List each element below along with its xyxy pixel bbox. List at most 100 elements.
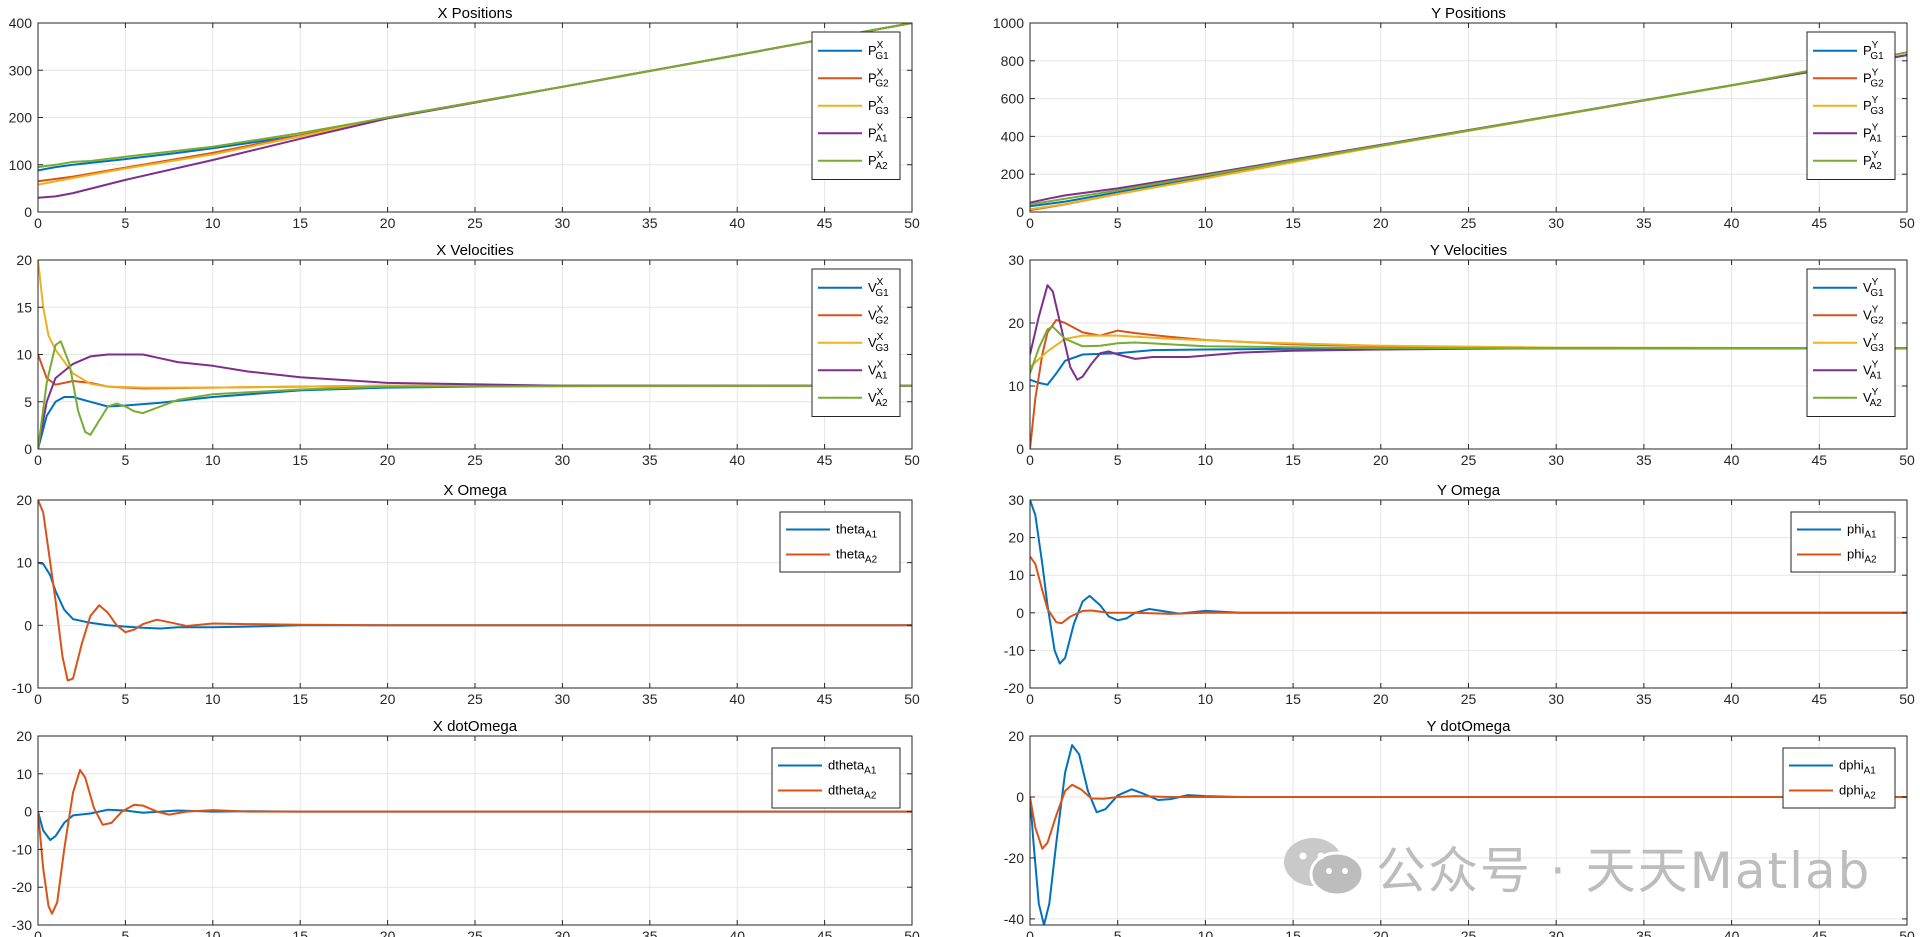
x-tick-label: 15: [1285, 928, 1301, 937]
x-tick-label: 15: [1285, 691, 1301, 707]
y-tick-label: 10: [1008, 378, 1024, 394]
x-tick-label: 50: [904, 215, 920, 231]
x-tick-label: 35: [1636, 452, 1652, 468]
x-tick-label: 0: [34, 215, 42, 231]
x-tick-label: 10: [1198, 691, 1214, 707]
x-tick-label: 5: [1114, 452, 1122, 468]
x-tick-label: 10: [205, 928, 221, 937]
x-tick-label: 35: [1636, 928, 1652, 937]
x-tick-label: 5: [122, 928, 130, 937]
y-tick-label: 30: [1008, 252, 1024, 268]
xpos-axes: 0 5 10 15 20 25 30 35 40 45 50 0 100 200 300 400 X Posit…: [9, 5, 920, 231]
ypos-axes: 0 5 10 15 20 25 30 35 40 45 50 0 200 400 600 800 1000 Y P…: [993, 5, 1915, 231]
series-group: [1030, 744, 1907, 925]
y-tick-label: 0: [1016, 605, 1024, 621]
x-tick-label: 25: [467, 691, 483, 707]
x-tick-label: 0: [34, 452, 42, 468]
y-tick-label: 20: [1008, 315, 1024, 331]
chart-title: Y Positions: [1431, 5, 1506, 22]
x-tick-label: 15: [292, 452, 308, 468]
x-tick-label: 10: [205, 452, 221, 468]
legend-box: [779, 511, 901, 573]
x-tick-label: 45: [1812, 215, 1828, 231]
x-tick-label: 15: [1285, 215, 1301, 231]
x-tick-label: 35: [642, 691, 658, 707]
series-line-dtheta-A2: [38, 769, 912, 915]
x-tick-label: 25: [467, 928, 483, 937]
x-tick-label: 40: [729, 452, 745, 468]
y-tick-label: 300: [9, 62, 33, 78]
y-tick-label: 20: [1008, 728, 1024, 744]
x-tick-label: 10: [1198, 215, 1214, 231]
y-tick-label: 20: [1008, 530, 1024, 546]
chart-title: Y dotOmega: [1427, 718, 1512, 735]
y-tick-label: 0: [1016, 204, 1024, 220]
x-tick-label: 5: [1114, 691, 1122, 707]
x-tick-label: 45: [817, 691, 833, 707]
y-tick-label: 30: [1008, 492, 1024, 508]
x-tick-label: 25: [467, 452, 483, 468]
y-tick-label: -10: [12, 680, 32, 696]
y-tick-label: 600: [1001, 91, 1025, 107]
x-tick-label: 25: [1461, 691, 1477, 707]
x-tick-label: 50: [904, 452, 920, 468]
y-tick-label: 10: [1008, 567, 1024, 583]
x-tick-label: 45: [817, 928, 833, 937]
y-tick-label: 0: [24, 441, 32, 457]
x-tick-label: 40: [1724, 452, 1740, 468]
x-tick-label: 5: [1114, 928, 1122, 937]
legend-entry-label: VX A1: [868, 359, 888, 381]
x-tick-label: 40: [1724, 691, 1740, 707]
y-tick-label: 400: [1001, 128, 1025, 144]
x-tick-label: 30: [1548, 928, 1564, 937]
legend-entry-label: VX A2: [868, 387, 888, 409]
y-tick-label: 5: [24, 394, 32, 410]
x-tick-label: 15: [292, 215, 308, 231]
x-tick-label: 50: [1899, 452, 1915, 468]
x-tick-label: 20: [380, 215, 396, 231]
legend-box: [1790, 511, 1896, 573]
series-line-theta-A2: [38, 500, 912, 682]
y-tick-label: 10: [16, 766, 32, 782]
y-tick-label: 100: [9, 157, 33, 173]
x-tick-label: 0: [1026, 691, 1034, 707]
x-tick-label: 10: [1198, 928, 1214, 937]
x-tick-label: 0: [1026, 928, 1034, 937]
x-tick-label: 15: [292, 691, 308, 707]
x-tick-label: 20: [380, 928, 396, 937]
x-tick-label: 25: [1461, 928, 1477, 937]
x-tick-label: 5: [122, 452, 130, 468]
x-tick-label: 40: [729, 215, 745, 231]
chart-title: X Velocities: [436, 242, 514, 259]
x-tick-label: 20: [1373, 215, 1389, 231]
x-tick-label: 20: [380, 452, 396, 468]
x-tick-label: 40: [729, 928, 745, 937]
x-tick-label: 5: [122, 215, 130, 231]
x-tick-label: 10: [205, 215, 221, 231]
y-tick-label: 0: [24, 804, 32, 820]
x-tick-label: 15: [1285, 452, 1301, 468]
y-tick-label: 800: [1001, 53, 1025, 69]
series-line-V-A1: [1030, 284, 1907, 381]
x-tick-label: 45: [1812, 928, 1828, 937]
legend-entry-label: PX A2: [868, 150, 888, 172]
series-line-V-A2: [1030, 325, 1907, 374]
y-tick-label: 400: [9, 15, 33, 31]
x-tick-label: 20: [1373, 928, 1389, 937]
x-tick-label: 10: [205, 691, 221, 707]
x-tick-label: 45: [1812, 691, 1828, 707]
x-tick-label: 50: [1899, 928, 1915, 937]
chart-title: Y Omega: [1437, 482, 1501, 499]
legend-entry-label: VY A2: [1863, 387, 1882, 409]
xvel-axes: 0 5 10 15 20 25 30 35 40 45 50 0 5 10 15 20 X Velocities…: [16, 242, 920, 468]
x-tick-label: 25: [1461, 452, 1477, 468]
series-line-phi-A2: [1030, 555, 1907, 625]
x-tick-label: 35: [1636, 215, 1652, 231]
y-tick-label: 10: [16, 555, 32, 571]
series-line-P-A2: [38, 23, 912, 169]
